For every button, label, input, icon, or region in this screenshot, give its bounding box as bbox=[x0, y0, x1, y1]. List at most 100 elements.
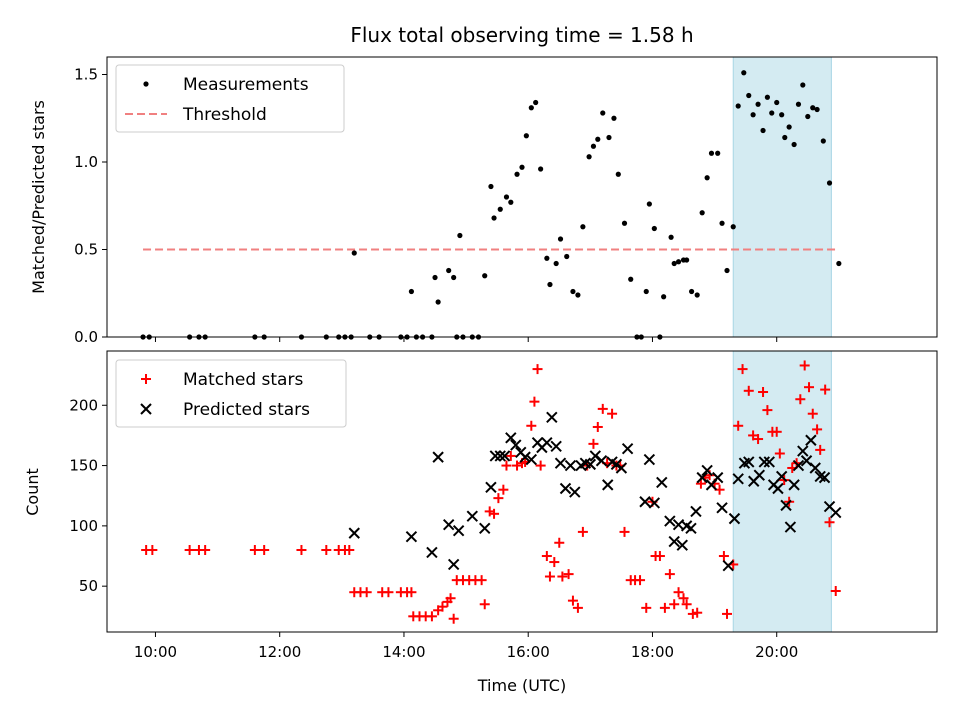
matched-star-point bbox=[501, 460, 512, 471]
predicted-star-stroke bbox=[758, 456, 770, 468]
measurement-point bbox=[408, 288, 415, 295]
measurement-point bbox=[575, 292, 581, 298]
measurement-point bbox=[715, 150, 721, 156]
matched-star-point bbox=[733, 420, 744, 431]
measurement-point bbox=[750, 112, 756, 118]
matched-star-point bbox=[681, 599, 692, 610]
predicted-star-point bbox=[432, 451, 444, 463]
measurement-point bbox=[547, 281, 553, 288]
matched-star-point bbox=[321, 544, 332, 555]
predicted-star-point bbox=[550, 440, 562, 452]
predicted-star-stroke bbox=[676, 539, 688, 551]
predicted-star-stroke bbox=[716, 502, 728, 514]
matched-star-point bbox=[296, 544, 307, 555]
measurement-point bbox=[671, 260, 677, 267]
matched-star-point bbox=[807, 408, 818, 419]
predicted-star-point bbox=[569, 486, 581, 498]
measurement-point bbox=[570, 288, 576, 295]
matched-star-point bbox=[820, 384, 831, 395]
matched-star-point bbox=[489, 508, 500, 519]
predicted-star-stroke bbox=[639, 496, 651, 508]
predicted-star-point bbox=[809, 462, 821, 474]
measurement-point bbox=[564, 253, 570, 260]
matched-star-point bbox=[535, 460, 546, 471]
measurement-point bbox=[668, 234, 674, 240]
predicted-star-point bbox=[442, 518, 455, 531]
measurement-point bbox=[764, 94, 770, 100]
measurement-point bbox=[435, 299, 441, 305]
x-tick-label: 20:00 bbox=[755, 643, 798, 661]
measurement-point bbox=[488, 183, 494, 190]
legend-box bbox=[115, 64, 345, 133]
matched-star-point bbox=[758, 387, 769, 398]
bottom-axes: 50 100 150 200 bbox=[69, 396, 778, 637]
predicted-star-stroke bbox=[579, 457, 592, 469]
legend-label: Measurements bbox=[183, 75, 309, 95]
predicted-star-stroke bbox=[763, 456, 775, 468]
measurement-point bbox=[708, 150, 715, 156]
matched-star-point bbox=[344, 544, 355, 555]
predicted-star-stroke bbox=[814, 470, 826, 483]
predicted-star-stroke bbox=[780, 499, 792, 512]
matched-star-point bbox=[669, 599, 680, 610]
matched-star-point bbox=[597, 403, 608, 414]
bottom-panel: 50 100 150 200 Count Matched stars Predicted… bbox=[23, 350, 938, 637]
matched-star-point bbox=[815, 444, 826, 455]
measurement-point bbox=[836, 260, 842, 267]
top-highlight-span bbox=[732, 56, 832, 338]
predicted-star-point bbox=[447, 558, 460, 571]
matched-star-point bbox=[445, 593, 456, 604]
measurement-point bbox=[675, 259, 682, 265]
matched-star-point bbox=[722, 608, 733, 619]
predicted-star-point bbox=[348, 527, 360, 539]
measurement-point bbox=[643, 288, 649, 295]
legend-dot-marker bbox=[143, 81, 149, 87]
measurement-point bbox=[646, 201, 652, 207]
predicted-star-stroke bbox=[432, 451, 444, 463]
predicted-star-stroke bbox=[772, 482, 784, 495]
matched-star-point bbox=[635, 575, 646, 586]
matched-star-point bbox=[795, 394, 806, 405]
bottom-legend: Matched stars Predicted stars bbox=[115, 359, 347, 428]
predicted-star-stroke bbox=[550, 440, 562, 452]
top-axes: 0.0 0.5 1.0 1.5 bbox=[74, 66, 778, 346]
matched-star-point bbox=[641, 602, 652, 613]
predicted-star-point bbox=[510, 439, 522, 451]
predicted-star-stroke bbox=[442, 518, 455, 531]
predicted-star-stroke bbox=[668, 535, 680, 548]
bottom-y-tick-label: 150 bbox=[69, 457, 98, 475]
predicted-star-stroke bbox=[792, 459, 805, 472]
x-tick-label: 18:00 bbox=[631, 643, 674, 661]
chart-title: Flux total observing time = 1.58 h bbox=[350, 23, 693, 47]
top-ylabel: Matched/Predicted stars bbox=[29, 100, 48, 294]
measurement-point bbox=[523, 133, 529, 139]
predicted-star-stroke bbox=[498, 450, 511, 462]
predicted-star-point bbox=[685, 522, 697, 534]
predicted-star-stroke bbox=[479, 522, 491, 534]
predicted-star-point bbox=[643, 453, 656, 466]
measurement-point bbox=[580, 224, 586, 230]
predicted-star-point bbox=[690, 505, 702, 518]
predicted-star-point bbox=[830, 506, 842, 519]
matched-star-point bbox=[505, 450, 516, 461]
matched-star-point bbox=[774, 448, 785, 459]
matched-star-point bbox=[493, 493, 504, 504]
measurement-point bbox=[432, 274, 438, 281]
measurement-point bbox=[661, 294, 667, 300]
matched-star-point bbox=[448, 613, 459, 624]
predicted-star-point bbox=[519, 451, 531, 463]
matched-star-point bbox=[567, 595, 578, 606]
predicted-star-stroke bbox=[426, 546, 438, 559]
measurement-point bbox=[805, 113, 811, 120]
predicted-star-stroke bbox=[784, 521, 797, 533]
measurement-point bbox=[514, 171, 520, 177]
predicted-star-stroke bbox=[728, 512, 741, 525]
predicted-star-stroke bbox=[559, 482, 572, 495]
predicted-star-point bbox=[559, 482, 572, 495]
matched-star-point bbox=[184, 544, 195, 555]
predicted-star-stroke bbox=[525, 453, 538, 466]
predicted-star-point bbox=[602, 479, 614, 491]
predicted-star-point bbox=[405, 531, 418, 543]
top-y-tick-label: 0.5 bbox=[74, 241, 98, 259]
matched-star-point bbox=[771, 426, 782, 437]
